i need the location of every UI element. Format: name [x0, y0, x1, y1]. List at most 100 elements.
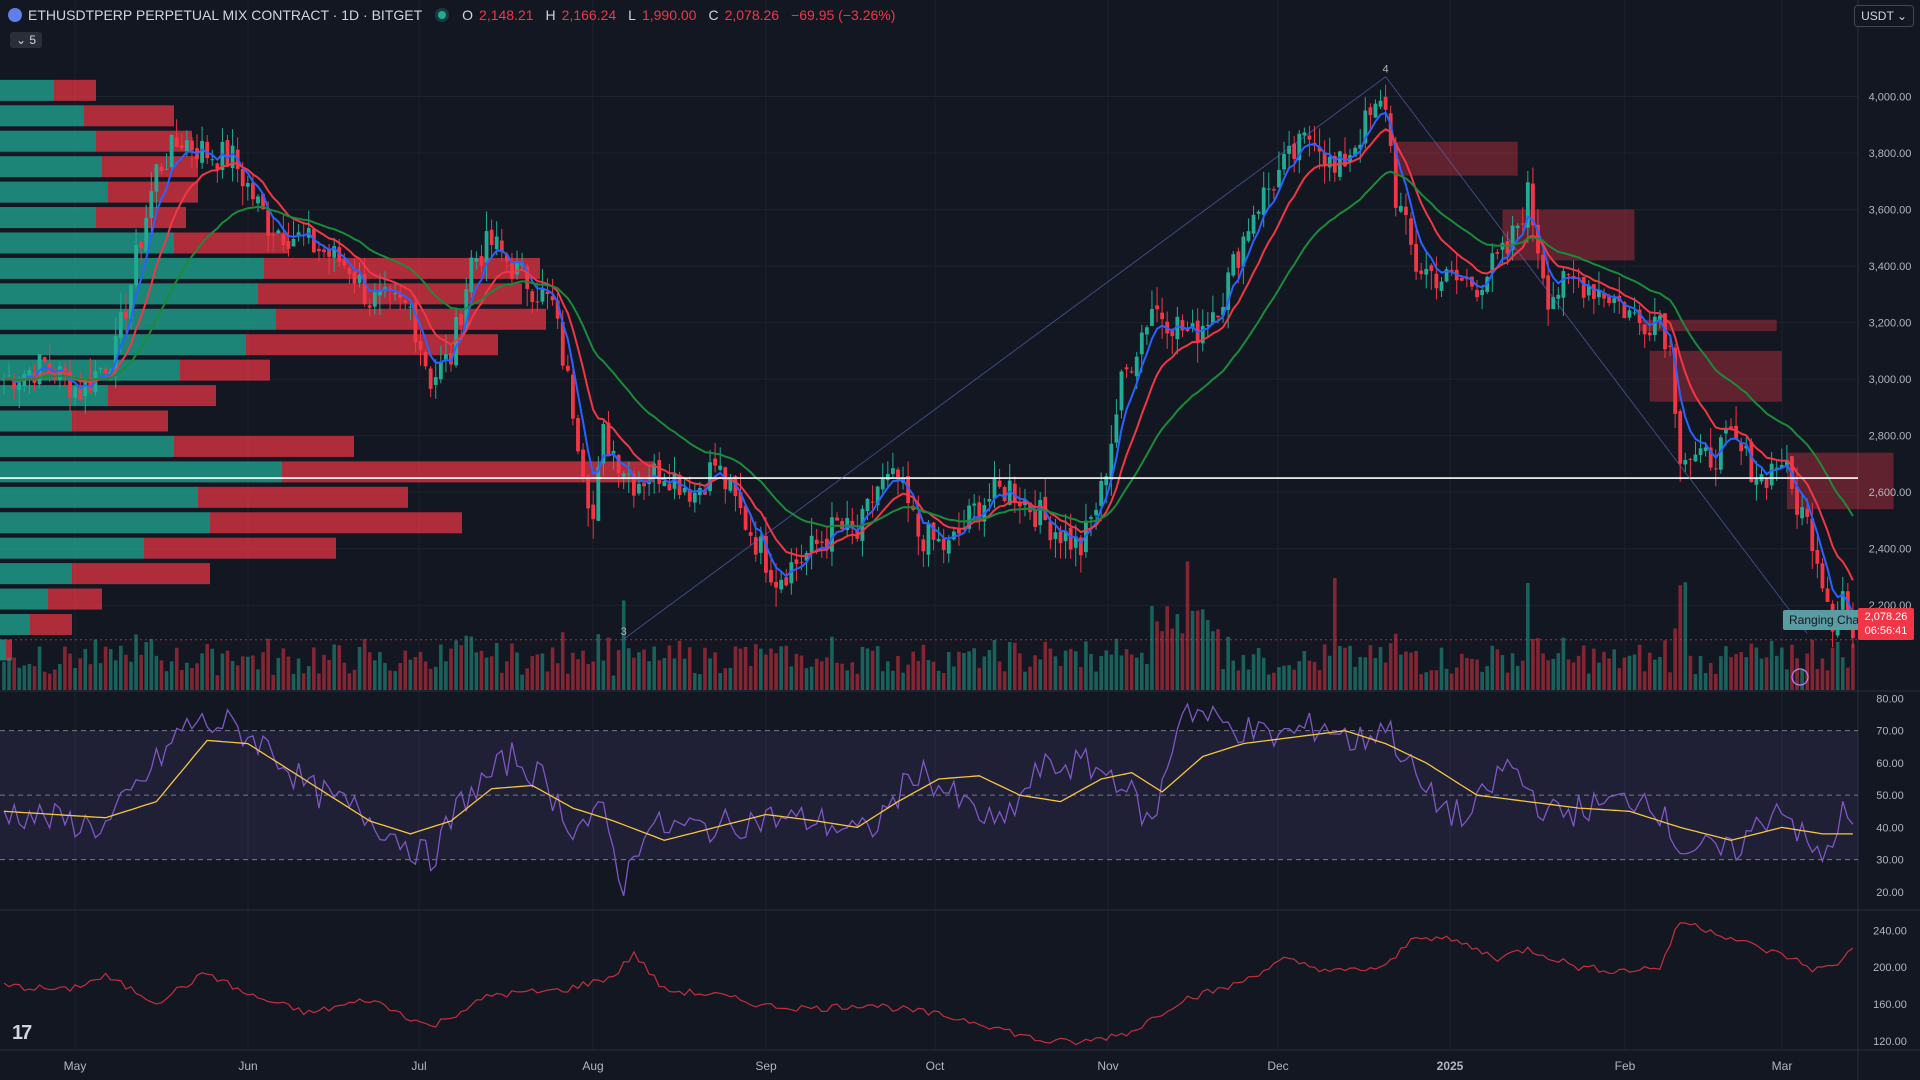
volume-bar: [1282, 665, 1286, 690]
volume-bar: [337, 645, 342, 690]
volume-bar: [1053, 656, 1058, 690]
candle-body: [367, 305, 372, 308]
candle-body: [1561, 271, 1566, 298]
volume-bar: [581, 650, 585, 690]
candle-body: [1597, 290, 1601, 298]
volume-bar: [1129, 654, 1134, 690]
candle-body: [1480, 290, 1485, 296]
volume-bar: [322, 654, 326, 690]
volume-bar: [616, 650, 621, 690]
candle-body: [1556, 294, 1561, 299]
candle-body: [78, 386, 83, 400]
volume-bar: [494, 642, 499, 690]
volume-bar: [205, 643, 209, 690]
volume-profile-buy-bar: [0, 410, 72, 432]
volume-bar: [1409, 652, 1413, 690]
volume-bar: [713, 652, 717, 690]
currency-selector[interactable]: USDT ⌄: [1854, 5, 1914, 27]
tradingview-logo[interactable]: 17: [12, 1022, 32, 1044]
volume-bar: [1297, 661, 1302, 690]
candle-body: [1144, 327, 1149, 335]
volume-bar: [535, 654, 540, 690]
volume-bar: [1637, 644, 1642, 690]
volume-profile-toggle[interactable]: ⌄ 5: [10, 32, 43, 48]
candle-body: [444, 354, 448, 360]
candle-body: [774, 581, 778, 588]
candle-body: [174, 137, 179, 147]
volume-bar: [393, 671, 397, 690]
wave-line: [623, 76, 1386, 640]
candle-body: [377, 289, 382, 296]
volume-bar: [1576, 655, 1581, 690]
volume-bar: [525, 668, 529, 690]
candle-body: [1134, 356, 1139, 377]
candle-body: [428, 368, 433, 389]
lower-tick-label: 200.00: [1873, 962, 1907, 974]
last-price-value: 2,078.26: [1864, 611, 1908, 623]
volume-profile-sell-bar: [48, 588, 102, 610]
volume-bar: [362, 639, 367, 690]
volume-profile-buy-bar: [0, 232, 174, 254]
volume-bar: [545, 671, 550, 690]
volume-bar: [1383, 662, 1388, 690]
candle-body: [1749, 441, 1754, 483]
volume-bar: [596, 634, 601, 690]
volume-bar: [687, 647, 692, 690]
volume-profile-buy-bar: [0, 181, 108, 203]
volume-bar: [225, 650, 230, 690]
candle-body: [753, 537, 758, 555]
volume-bar: [850, 662, 855, 690]
volume-bar: [423, 661, 428, 690]
rsi-tick-label: 20.00: [1876, 887, 1904, 899]
candle-body: [758, 536, 763, 553]
candle-body: [1541, 254, 1545, 279]
candle-body: [1160, 312, 1165, 320]
candle-body: [967, 505, 971, 529]
volume-bar: [1744, 657, 1749, 690]
candle-body: [921, 539, 926, 552]
rsi-tick-label: 40.00: [1876, 822, 1904, 834]
y-tick-label: 2,400.00: [1869, 544, 1912, 556]
rsi-line: [3, 702, 1854, 897]
volume-bar: [129, 661, 133, 690]
volume-bar: [672, 658, 677, 690]
market-status-icon[interactable]: [438, 11, 447, 19]
x-tick-label: Nov: [1097, 1059, 1118, 1073]
candle-body: [565, 365, 570, 371]
volume-bar: [1114, 638, 1119, 690]
volume-bar: [977, 667, 982, 690]
candle-body: [510, 263, 514, 279]
volume-bar: [1460, 653, 1464, 690]
volume-bar: [560, 632, 565, 690]
volume-profile-buy-bar: [0, 588, 48, 610]
candle-body: [230, 145, 235, 168]
candle-body: [286, 241, 291, 249]
volume-bar: [682, 658, 687, 690]
symbol-title[interactable]: ETHUSDTPERP PERPETUAL MIX CONTRACT · 1D …: [28, 7, 423, 23]
volume-bar: [936, 670, 941, 690]
volume-profile-sell-bar: [144, 537, 336, 559]
candle-body: [12, 378, 17, 389]
candle-body: [240, 169, 245, 187]
volume-bar: [1658, 656, 1662, 690]
ethereum-icon: [8, 8, 22, 22]
volume-bar: [886, 661, 890, 690]
y-tick-label: 3,600.00: [1869, 205, 1912, 217]
volume-bar: [93, 639, 98, 690]
volume-bar: [27, 663, 32, 690]
candle-body: [149, 190, 154, 218]
candle-body: [1505, 241, 1510, 254]
candlesticks: [2, 84, 1855, 648]
volume-bar: [1200, 609, 1205, 690]
candle-body: [494, 236, 499, 250]
candle-body: [1673, 347, 1678, 414]
volume-bar: [769, 648, 773, 690]
candle-body: [880, 478, 885, 490]
volume-bar: [819, 661, 824, 690]
candle-body: [1017, 501, 1022, 507]
volume-bar: [98, 663, 103, 690]
volume-bar: [830, 636, 834, 690]
volume-bar: [1581, 645, 1586, 690]
volume-bar: [875, 646, 880, 690]
